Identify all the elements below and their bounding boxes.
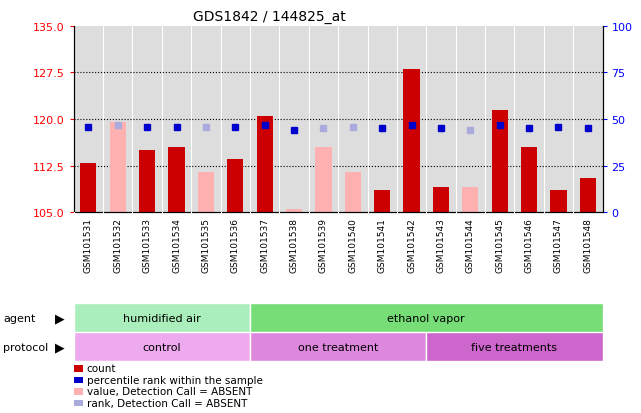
Text: GSM101535: GSM101535 [201,217,210,272]
Text: value, Detection Call = ABSENT: value, Detection Call = ABSENT [87,387,252,396]
Text: one treatment: one treatment [298,342,378,352]
Bar [74,332,250,361]
Text: protocol: protocol [3,342,49,352]
Bar [374,191,390,213]
Bar [80,163,97,213]
Bar [169,148,185,213]
Bar [345,173,361,213]
Text: ethanol vapor: ethanol vapor [387,313,465,323]
Text: control: control [142,342,181,352]
Text: GSM101533: GSM101533 [143,217,152,272]
Text: ▶: ▶ [54,340,64,354]
Bar [403,70,420,213]
Text: GDS1842 / 144825_at: GDS1842 / 144825_at [193,10,345,24]
Text: GSM101547: GSM101547 [554,217,563,272]
Bar [250,304,603,332]
Text: count: count [87,363,116,373]
Bar [315,148,331,213]
Text: GSM101546: GSM101546 [524,217,533,272]
Text: five treatments: five treatments [471,342,558,352]
Text: agent: agent [3,313,36,323]
Text: GSM101537: GSM101537 [260,217,269,272]
Text: GSM101543: GSM101543 [437,217,445,272]
Text: humidified air: humidified air [123,313,201,323]
Bar [74,304,250,332]
Bar [462,188,478,213]
Text: GSM101545: GSM101545 [495,217,504,272]
Bar [492,111,508,213]
Text: GSM101538: GSM101538 [290,217,299,272]
Bar [433,188,449,213]
Bar [110,123,126,213]
Text: GSM101536: GSM101536 [231,217,240,272]
Bar [579,179,596,213]
Text: percentile rank within the sample: percentile rank within the sample [87,375,262,385]
Text: GSM101539: GSM101539 [319,217,328,272]
Text: GSM101531: GSM101531 [84,217,93,272]
Text: GSM101541: GSM101541 [378,217,387,272]
Bar [426,332,603,361]
Text: ▶: ▶ [54,311,64,325]
Bar [551,191,567,213]
Bar [227,160,244,213]
Bar [139,151,155,213]
Text: GSM101540: GSM101540 [348,217,357,272]
Text: rank, Detection Call = ABSENT: rank, Detection Call = ABSENT [87,398,247,408]
Bar [256,117,273,213]
Text: GSM101548: GSM101548 [583,217,592,272]
Text: GSM101532: GSM101532 [113,217,122,272]
Text: GSM101544: GSM101544 [466,217,475,272]
Bar [250,332,426,361]
Text: GSM101542: GSM101542 [407,217,416,272]
Bar [286,210,302,213]
Text: GSM101534: GSM101534 [172,217,181,272]
Bar [521,148,537,213]
Bar [198,173,214,213]
